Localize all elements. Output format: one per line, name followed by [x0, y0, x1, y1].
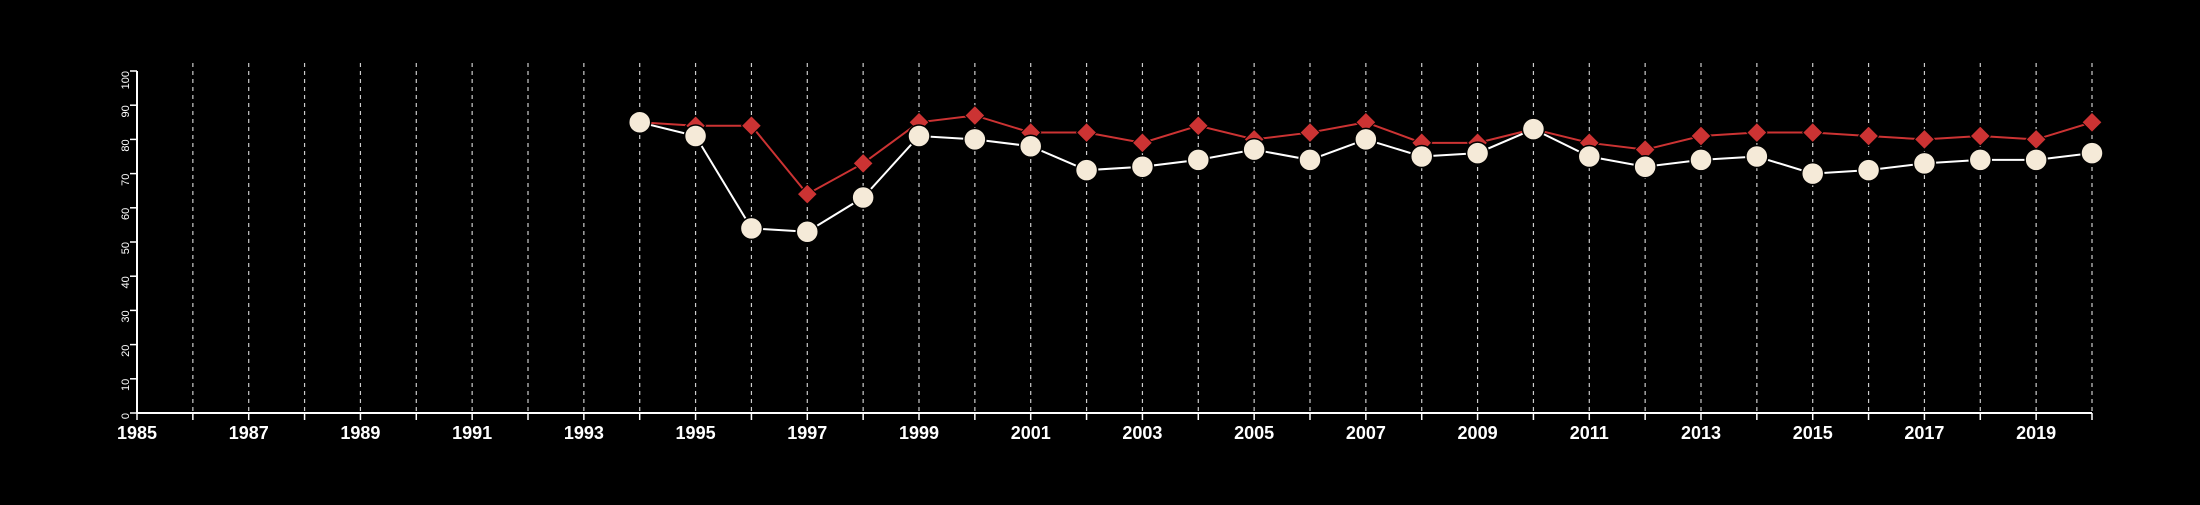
data-point-circle [1465, 141, 1490, 165]
y-tick-label: 40 [120, 276, 132, 288]
data-point-diamond [1690, 125, 1712, 147]
x-tick-label: 2019 [2016, 423, 2056, 443]
data-point-circle [1689, 148, 1713, 172]
y-tick-label: 20 [120, 345, 132, 357]
data-point-diamond [964, 104, 986, 127]
x-tick-label: 2017 [1904, 423, 1944, 443]
y-tick-label: 0 [120, 413, 132, 419]
series-layer [627, 104, 2104, 244]
y-tick-label: 10 [120, 379, 132, 391]
data-point-circle [1521, 117, 1546, 141]
data-point-circle [1186, 148, 1211, 172]
x-tick-label: 1999 [899, 423, 939, 443]
data-point-circle [1800, 161, 1825, 186]
y-tick-label: 90 [120, 105, 132, 117]
data-point-circle [1018, 134, 1043, 158]
y-tick-label: 80 [120, 139, 132, 151]
axis-layer: 0 10 20 30 40 50 60 70 80 90 100 1985 1987 1989 1991 19… [117, 70, 2093, 443]
x-tick-label: 1991 [452, 423, 492, 443]
data-point-diamond [1299, 121, 1321, 144]
x-tick-label: 1985 [117, 423, 157, 443]
data-point-diamond [1913, 128, 1936, 151]
data-point-diamond [1075, 121, 1098, 144]
data-point-circle [1074, 158, 1099, 182]
data-point-circle [1409, 144, 1434, 169]
y-tick-label: 100 [120, 71, 132, 89]
data-point-diamond [1802, 121, 1824, 144]
data-point-circle [851, 185, 875, 210]
x-tick-label: 2015 [1793, 423, 1833, 443]
data-point-circle [1242, 137, 1266, 162]
data-point-circle [2080, 141, 2104, 165]
data-point-circle [1745, 144, 1769, 169]
x-tick-label: 2007 [1346, 423, 1386, 443]
data-point-circle [1298, 148, 1322, 172]
data-point-circle [2024, 148, 2048, 172]
data-point-circle [683, 124, 708, 148]
data-point-diamond [2081, 111, 2103, 134]
x-tick-label: 1989 [340, 423, 380, 443]
x-tick-label: 1995 [676, 423, 716, 443]
data-point-diamond [1131, 132, 1154, 154]
data-point-diamond [1746, 121, 1768, 144]
y-tick-label: 60 [120, 208, 132, 220]
x-tick-label: 2003 [1122, 423, 1162, 443]
data-point-diamond [1969, 125, 1991, 147]
x-tick-label: 2005 [1234, 423, 1274, 443]
data-point-diamond [852, 152, 874, 175]
data-point-circle [739, 216, 764, 241]
data-point-circle [1856, 158, 1881, 182]
series-2 [627, 110, 2104, 244]
data-point-circle [1968, 148, 1993, 172]
x-tick-label: 1993 [564, 423, 604, 443]
data-point-diamond [740, 115, 763, 137]
data-point-circle [795, 219, 820, 244]
data-point-circle [963, 127, 987, 152]
data-point-diamond [2025, 128, 2047, 151]
data-point-circle [1354, 127, 1378, 152]
grid-layer [192, 63, 2093, 413]
x-tick-label: 2009 [1458, 423, 1498, 443]
y-tick-label: 50 [120, 242, 132, 254]
data-point-circle [1912, 151, 1937, 176]
x-tick-label: 2001 [1011, 423, 1051, 443]
data-point-diamond [796, 183, 818, 205]
x-tick-label: 2013 [1681, 423, 1721, 443]
x-tick-label: 1997 [787, 423, 827, 443]
data-point-circle [1130, 155, 1155, 179]
y-tick-label: 70 [120, 174, 132, 186]
data-point-circle [1577, 144, 1602, 169]
data-point-diamond [1187, 115, 1209, 137]
x-tick-label: 2011 [1570, 423, 1609, 443]
data-point-diamond [1857, 125, 1880, 147]
y-tick-label: 30 [120, 310, 132, 322]
x-tick-label: 1987 [229, 423, 269, 443]
data-point-circle [627, 110, 652, 135]
data-point-circle [907, 124, 931, 148]
data-point-circle [1633, 155, 1657, 179]
